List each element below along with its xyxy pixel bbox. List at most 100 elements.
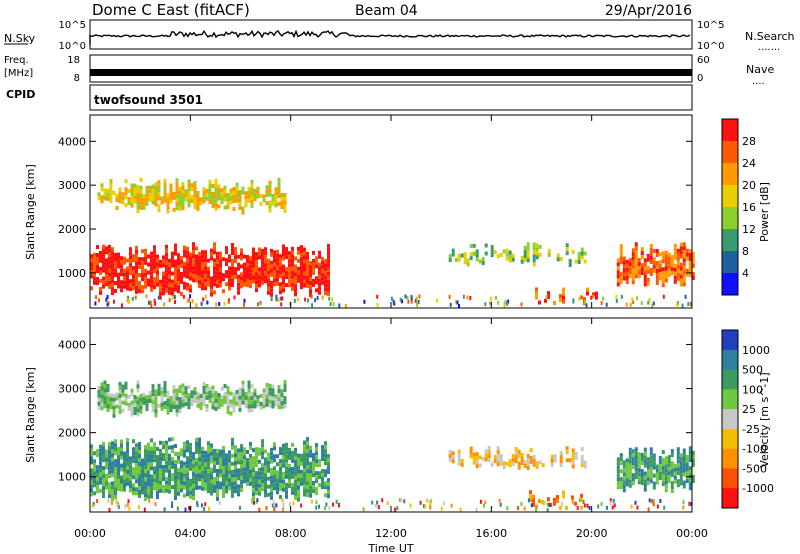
range-gate-cell — [241, 384, 245, 389]
range-gate-cell — [147, 454, 150, 459]
scatter-cell — [381, 498, 384, 503]
range-gate-cell — [649, 268, 653, 272]
range-gate-cell — [165, 456, 168, 461]
range-gate-cell — [102, 490, 105, 495]
range-gate-cell — [177, 261, 180, 266]
range-gate-cell — [141, 458, 144, 463]
range-gate-cell — [246, 462, 249, 466]
range-gate-cell — [288, 479, 291, 484]
range-gate-cell — [321, 477, 324, 482]
range-gate-cell — [225, 457, 228, 462]
range-gate-cell — [315, 491, 318, 496]
range-gate-cell — [172, 195, 176, 200]
scatter-cell — [138, 505, 140, 510]
range-gate-cell — [166, 402, 170, 407]
scatter-cell — [195, 303, 198, 308]
range-gate-cell — [244, 195, 248, 200]
freq-label-1: Freq. — [4, 55, 29, 66]
range-gate-cell — [526, 246, 530, 251]
range-gate-cell — [676, 463, 680, 468]
range-gate-cell — [153, 257, 156, 262]
range-gate-cell — [123, 459, 126, 464]
range-gate-cell — [121, 196, 125, 201]
range-gate-cell — [673, 475, 677, 480]
range-gate-cell — [130, 400, 134, 405]
range-gate-cell — [162, 445, 165, 450]
range-gate-cell — [619, 469, 623, 474]
range-gate-cell — [181, 399, 185, 404]
range-gate-cell — [309, 477, 312, 482]
scatter-cell — [499, 502, 502, 507]
range-gate-cell — [282, 463, 285, 468]
range-gate-cell — [276, 462, 279, 467]
range-gate-cell — [156, 459, 159, 463]
range-gate-cell — [252, 275, 255, 280]
range-gate-cell — [148, 399, 152, 403]
range-gate-cell — [691, 474, 695, 479]
scatter-cell — [243, 302, 245, 307]
scatter-cell — [586, 503, 589, 508]
range-gate-cell — [171, 251, 174, 256]
range-gate-cell — [105, 258, 108, 263]
scatter-cell — [687, 302, 690, 306]
range-gate-cell — [174, 460, 177, 464]
range-gate-cell — [172, 207, 176, 212]
range-gate-cell — [114, 459, 117, 464]
scatter-cell — [149, 300, 152, 305]
range-gate-cell — [303, 452, 306, 457]
range-gate-cell — [262, 388, 266, 393]
range-gate-cell — [123, 483, 126, 488]
range-gate-cell — [300, 249, 303, 254]
range-gate-cell — [96, 269, 99, 273]
range-gate-cell — [225, 489, 228, 494]
range-gate-cell — [135, 471, 138, 476]
range-gate-cell — [646, 281, 650, 286]
range-gate-cell — [240, 444, 243, 449]
range-gate-cell — [90, 472, 93, 477]
range-gate-cell — [267, 270, 270, 275]
range-gate-cell — [111, 283, 114, 288]
range-gate-cell — [282, 284, 285, 289]
range-gate-cell — [285, 470, 288, 475]
range-gate-cell — [294, 491, 297, 496]
range-gate-cell — [93, 479, 96, 484]
range-gate-cell — [217, 401, 221, 405]
range-gate-cell — [150, 446, 153, 451]
range-gate-cell — [258, 467, 261, 472]
range-gate-cell — [174, 287, 177, 292]
scatter-cell — [145, 294, 148, 299]
range-gate-cell — [273, 250, 276, 255]
range-gate-cell — [532, 462, 536, 467]
range-gate-cell — [147, 466, 150, 471]
range-gate-cell — [219, 485, 222, 490]
range-gate-cell — [297, 497, 300, 502]
range-gate-cell — [664, 472, 668, 477]
range-gate-cell — [238, 194, 242, 198]
range-gate-cell — [670, 267, 674, 272]
range-gate-cell — [220, 192, 224, 197]
range-gate-cell — [303, 480, 306, 485]
range-gate-cell — [673, 279, 677, 284]
range-gate-cell — [105, 461, 108, 466]
range-gate-cell — [306, 437, 309, 442]
range-gate-cell — [174, 267, 177, 272]
range-gate-cell — [661, 462, 665, 467]
range-gate-cell — [283, 197, 287, 202]
range-gate-cell — [147, 462, 150, 467]
range-gate-cell — [231, 445, 234, 450]
scatter-cell — [392, 299, 395, 304]
range-gate-cell — [321, 481, 324, 486]
range-gate-cell — [324, 457, 327, 462]
range-gate-cell — [156, 266, 159, 271]
range-gate-cell — [306, 255, 309, 260]
range-gate-cell — [285, 486, 288, 491]
range-gate-cell — [187, 195, 191, 200]
range-gate-cell — [309, 461, 312, 466]
range-gate-cell — [264, 271, 267, 276]
range-gate-cell — [222, 486, 225, 490]
range-gate-cell — [127, 201, 131, 205]
range-gate-cell — [619, 244, 623, 249]
range-gate-cell — [156, 270, 159, 275]
range-gate-cell — [217, 405, 221, 409]
